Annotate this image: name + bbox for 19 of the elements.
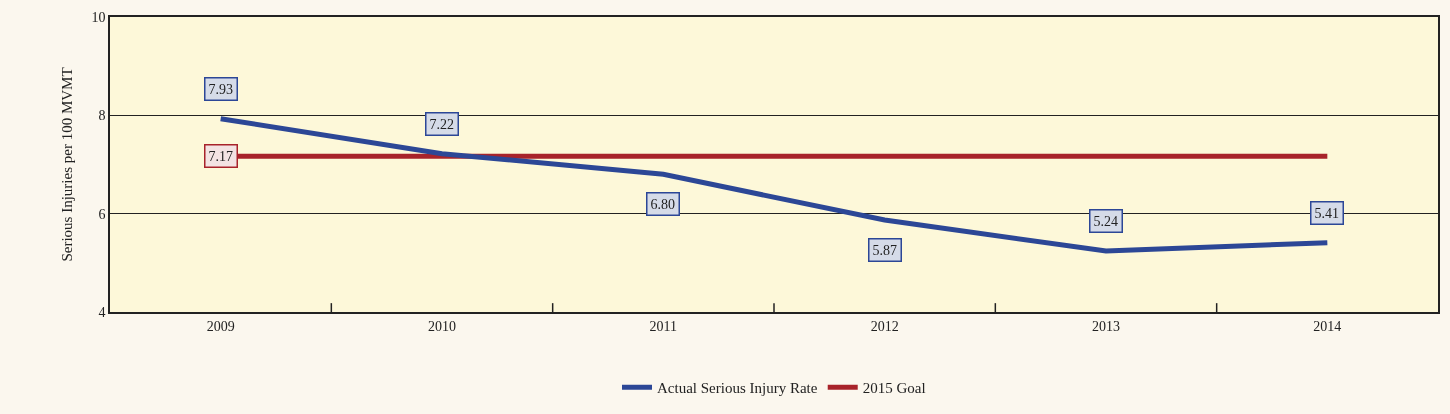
x-tick-label: 2011	[649, 318, 678, 334]
data-label: 6.80	[650, 196, 675, 212]
x-tick-label: 2012	[870, 318, 899, 334]
y-tick-label: 8	[98, 108, 106, 124]
data-label: 7.22	[429, 116, 454, 132]
data-label: 7.93	[208, 81, 233, 97]
y-tick-label: 6	[98, 206, 106, 222]
data-label: 5.87	[872, 242, 897, 258]
data-label: 5.41	[1314, 205, 1339, 221]
x-tick-label: 2014	[1313, 318, 1342, 334]
x-tick-label: 2010	[428, 318, 456, 334]
data-label: 5.24	[1093, 213, 1118, 229]
y-tick-label: 10	[91, 9, 106, 25]
legend-label: 2015 Goal	[862, 380, 926, 397]
x-tick-label: 2009	[206, 318, 235, 334]
x-tick-label: 2013	[1092, 318, 1120, 334]
legend-label: Actual Serious Injury Rate	[657, 380, 818, 397]
y-tick-label: 4	[98, 304, 106, 320]
y-axis-title: Serious Injuries per 100 MVMT	[59, 67, 76, 262]
